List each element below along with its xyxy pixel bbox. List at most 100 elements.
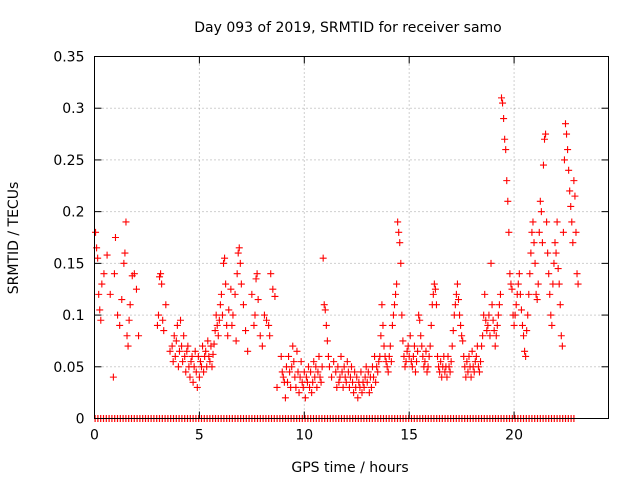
data-point [491, 342, 499, 350]
data-point [248, 290, 256, 298]
data-point [498, 94, 506, 102]
data-point [474, 363, 482, 371]
data-point [97, 316, 105, 324]
data-point [153, 321, 161, 329]
data-point [330, 358, 338, 366]
data-point [324, 352, 332, 360]
data-point [239, 301, 247, 309]
data-point [401, 363, 409, 371]
data-point [414, 347, 422, 355]
data-point [472, 352, 480, 360]
data-point [310, 358, 318, 366]
data-point [194, 352, 202, 360]
data-point [518, 321, 526, 329]
data-point [554, 265, 562, 273]
data-point [125, 316, 133, 324]
y-tick-label: 0.05 [53, 360, 84, 376]
data-point [567, 202, 575, 210]
data-point [573, 270, 581, 278]
data-point [380, 342, 388, 350]
data-point [332, 368, 340, 376]
data-point [429, 290, 437, 298]
data-point [353, 373, 361, 381]
data-point [344, 368, 352, 376]
data-point [383, 363, 391, 371]
data-point [269, 285, 277, 293]
data-point [422, 347, 430, 355]
data-point [340, 363, 348, 371]
data-point [548, 321, 556, 329]
data-point [408, 363, 416, 371]
data-point [213, 321, 221, 329]
data-point [553, 218, 561, 226]
data-point [132, 285, 140, 293]
data-point [417, 332, 425, 340]
data-point [403, 347, 411, 355]
data-point [225, 306, 233, 314]
y-tick-label: 0.2 [62, 205, 84, 221]
data-point [552, 249, 560, 257]
data-point [216, 301, 224, 309]
data-point [508, 285, 516, 293]
data-point [296, 373, 304, 381]
data-point [512, 301, 520, 309]
data-point [516, 290, 524, 298]
data-point [566, 187, 574, 195]
data-point [180, 332, 188, 340]
data-point [538, 239, 546, 247]
data-point [109, 373, 117, 381]
data-point [535, 228, 543, 236]
data-point [236, 259, 244, 267]
data-point [170, 332, 178, 340]
data-point [172, 337, 180, 345]
data-point [524, 311, 532, 319]
data-point [323, 337, 331, 345]
data-point [543, 218, 551, 226]
data-point [569, 239, 577, 247]
data-point [529, 218, 537, 226]
data-point [502, 146, 510, 154]
data-point [458, 332, 466, 340]
data-point [551, 239, 559, 247]
data-point [277, 352, 285, 360]
chart-title: Day 093 of 2019, SRMTID for receiver sam… [194, 20, 502, 36]
data-point [252, 275, 260, 283]
data-point [416, 316, 424, 324]
data-point [526, 270, 534, 278]
data-point [517, 306, 525, 314]
data-point [229, 311, 237, 319]
data-point [444, 352, 452, 360]
data-point [174, 363, 182, 371]
data-point [384, 368, 392, 376]
data-point [556, 301, 564, 309]
data-point [130, 270, 138, 278]
data-point [189, 378, 197, 386]
data-point [173, 321, 181, 329]
data-point [242, 327, 250, 335]
data-point [328, 373, 336, 381]
data-point [121, 249, 129, 257]
plot-frame [94, 56, 609, 419]
data-point [187, 358, 195, 366]
data-point [199, 342, 207, 350]
data-point [159, 316, 167, 324]
data-point [370, 373, 378, 381]
data-point [317, 378, 325, 386]
data-point [558, 342, 566, 350]
data-point [506, 270, 514, 278]
data-point [227, 285, 235, 293]
data-point [111, 234, 119, 241]
data-point [343, 358, 351, 366]
data-point [279, 373, 287, 381]
data-point [477, 358, 485, 366]
data-point [346, 373, 354, 381]
data-point [364, 368, 372, 376]
data-point [393, 280, 401, 288]
data-point [320, 301, 328, 309]
data-point [545, 270, 553, 278]
data-point [220, 259, 228, 267]
data-point [537, 208, 545, 216]
data-point [354, 394, 362, 402]
x-tick-label: 0 [90, 428, 99, 444]
data-point [467, 373, 475, 381]
